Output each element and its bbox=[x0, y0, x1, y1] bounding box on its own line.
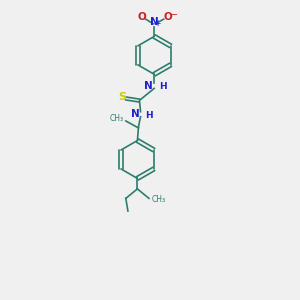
Text: N: N bbox=[131, 109, 140, 119]
Text: +: + bbox=[154, 19, 160, 28]
Text: N: N bbox=[144, 81, 153, 91]
Text: −: − bbox=[170, 10, 178, 20]
Text: O: O bbox=[164, 12, 173, 22]
Text: O: O bbox=[137, 12, 146, 22]
Text: H: H bbox=[145, 111, 153, 120]
Text: S: S bbox=[118, 92, 126, 102]
Text: CH₃: CH₃ bbox=[110, 114, 124, 123]
Text: CH₃: CH₃ bbox=[152, 195, 166, 204]
Text: N: N bbox=[150, 17, 159, 27]
Text: H: H bbox=[159, 82, 167, 91]
